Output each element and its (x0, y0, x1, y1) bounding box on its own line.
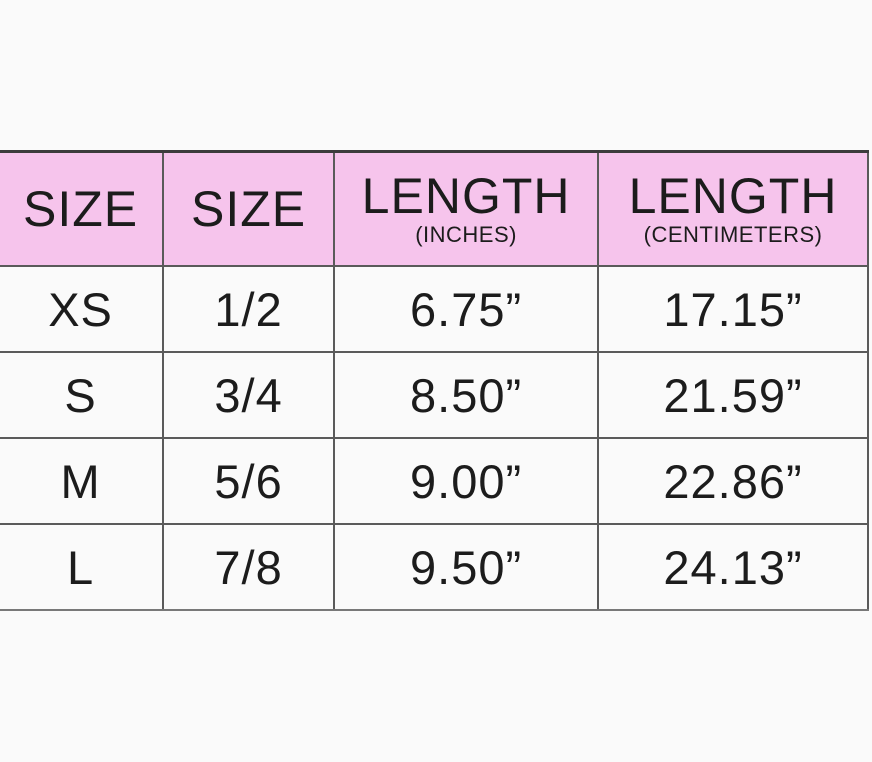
column-header-length-inches: LENGTH (INCHES) (333, 150, 600, 267)
table-row-m: M 5/6 9.00” 22.86” (0, 437, 869, 525)
cell-length-centimeters: 17.15” (597, 265, 869, 353)
cell-length-centimeters: 21.59” (597, 351, 869, 439)
column-header-label: SIZE (191, 181, 307, 237)
size-chart-body: XS 1/2 6.75” 17.15” S 3/4 8.50” 21.59” M… (0, 265, 869, 611)
cell-length-centimeters: 22.86” (597, 437, 869, 525)
size-chart-table: SIZE SIZE LENGTH (INCHES) LENGTH (CENTIM… (0, 150, 869, 611)
cell-length-inches: 9.00” (333, 437, 600, 525)
cell-size: XS (0, 265, 165, 353)
cell-size-numeric: 5/6 (162, 437, 336, 525)
cell-length-inches: 6.75” (333, 265, 600, 353)
table-row-xs: XS 1/2 6.75” 17.15” (0, 265, 869, 353)
column-header-length-centimeters: LENGTH (CENTIMETERS) (597, 150, 869, 267)
header-row: SIZE SIZE LENGTH (INCHES) LENGTH (CENTIM… (0, 150, 869, 267)
cell-size-numeric: 7/8 (162, 523, 336, 611)
cell-size-numeric: 1/2 (162, 265, 336, 353)
cell-size: L (0, 523, 165, 611)
cell-length-centimeters: 24.13” (597, 523, 869, 611)
cell-size-numeric: 3/4 (162, 351, 336, 439)
column-header-size: SIZE (0, 150, 165, 267)
column-header-label: LENGTH (628, 167, 838, 224)
column-header-label: SIZE (22, 181, 139, 237)
column-header-sublabel: (CENTIMETERS) (643, 221, 823, 247)
cell-length-inches: 8.50” (333, 351, 600, 439)
cell-size: M (0, 437, 165, 525)
column-header-label: LENGTH (361, 167, 571, 224)
cell-length-inches: 9.50” (333, 523, 600, 611)
column-header-size-numeric: SIZE (162, 150, 336, 267)
table-row-l: L 7/8 9.50” 24.13” (0, 523, 869, 611)
table-row-s: S 3/4 8.50” 21.59” (0, 351, 869, 439)
column-header-sublabel: (INCHES) (415, 221, 517, 247)
cell-size: S (0, 351, 165, 439)
size-chart-header: SIZE SIZE LENGTH (INCHES) LENGTH (CENTIM… (0, 150, 869, 267)
